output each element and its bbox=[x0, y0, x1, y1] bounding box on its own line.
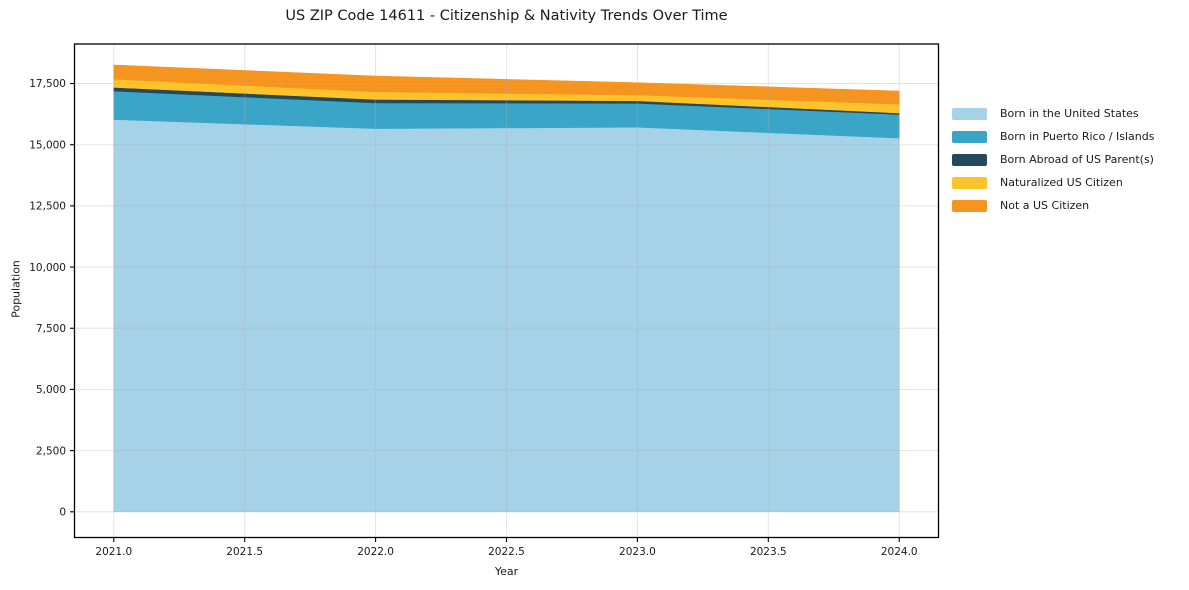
legend-item: Not a US Citizen bbox=[952, 194, 1154, 217]
x-tick-label: 2022.5 bbox=[488, 546, 525, 558]
y-tick-label: 0 bbox=[59, 507, 66, 519]
legend-item: Born in Puerto Rico / Islands bbox=[952, 125, 1154, 148]
y-tick-label: 15,000 bbox=[29, 139, 66, 151]
legend-item: Naturalized US Citizen bbox=[952, 171, 1154, 194]
legend-label: Born in Puerto Rico / Islands bbox=[1000, 130, 1155, 143]
legend-swatch-icon bbox=[952, 153, 987, 166]
x-axis-label: Year bbox=[494, 565, 519, 578]
legend: Born in the United States Born in Puerto … bbox=[952, 102, 1154, 217]
legend-swatch-icon bbox=[952, 130, 987, 143]
y-tick-label: 2,500 bbox=[36, 445, 66, 457]
x-tick-label: 2022.0 bbox=[357, 546, 394, 558]
legend-item: Born Abroad of US Parent(s) bbox=[952, 148, 1154, 171]
area-series-4 bbox=[113, 64, 900, 105]
x-tick-label: 2021.5 bbox=[226, 546, 263, 558]
y-tick-label: 12,500 bbox=[29, 201, 66, 213]
y-tick-label: 5,000 bbox=[36, 384, 66, 396]
legend-label: Born Abroad of US Parent(s) bbox=[1000, 153, 1154, 166]
x-tick-label: 2021.0 bbox=[95, 546, 132, 558]
legend-swatch-icon bbox=[952, 176, 987, 189]
x-tick-label: 2023.5 bbox=[750, 546, 787, 558]
legend-swatch-icon bbox=[952, 107, 987, 120]
legend-label: Not a US Citizen bbox=[1000, 199, 1090, 212]
legend-swatch-icon bbox=[952, 199, 987, 212]
y-tick-label: 10,000 bbox=[29, 262, 66, 274]
y-tick-label: 7,500 bbox=[36, 323, 66, 335]
x-tick-label: 2023.0 bbox=[619, 546, 656, 558]
legend-label: Naturalized US Citizen bbox=[1000, 176, 1123, 189]
legend-label: Born in the United States bbox=[1000, 107, 1139, 120]
y-tick-label: 17,500 bbox=[29, 78, 66, 90]
y-axis-label: Population bbox=[9, 260, 23, 318]
x-tick-label: 2024.0 bbox=[881, 546, 918, 558]
chart-title: US ZIP Code 14611 - Citizenship & Nativi… bbox=[285, 8, 728, 24]
legend-item: Born in the United States bbox=[952, 102, 1154, 125]
